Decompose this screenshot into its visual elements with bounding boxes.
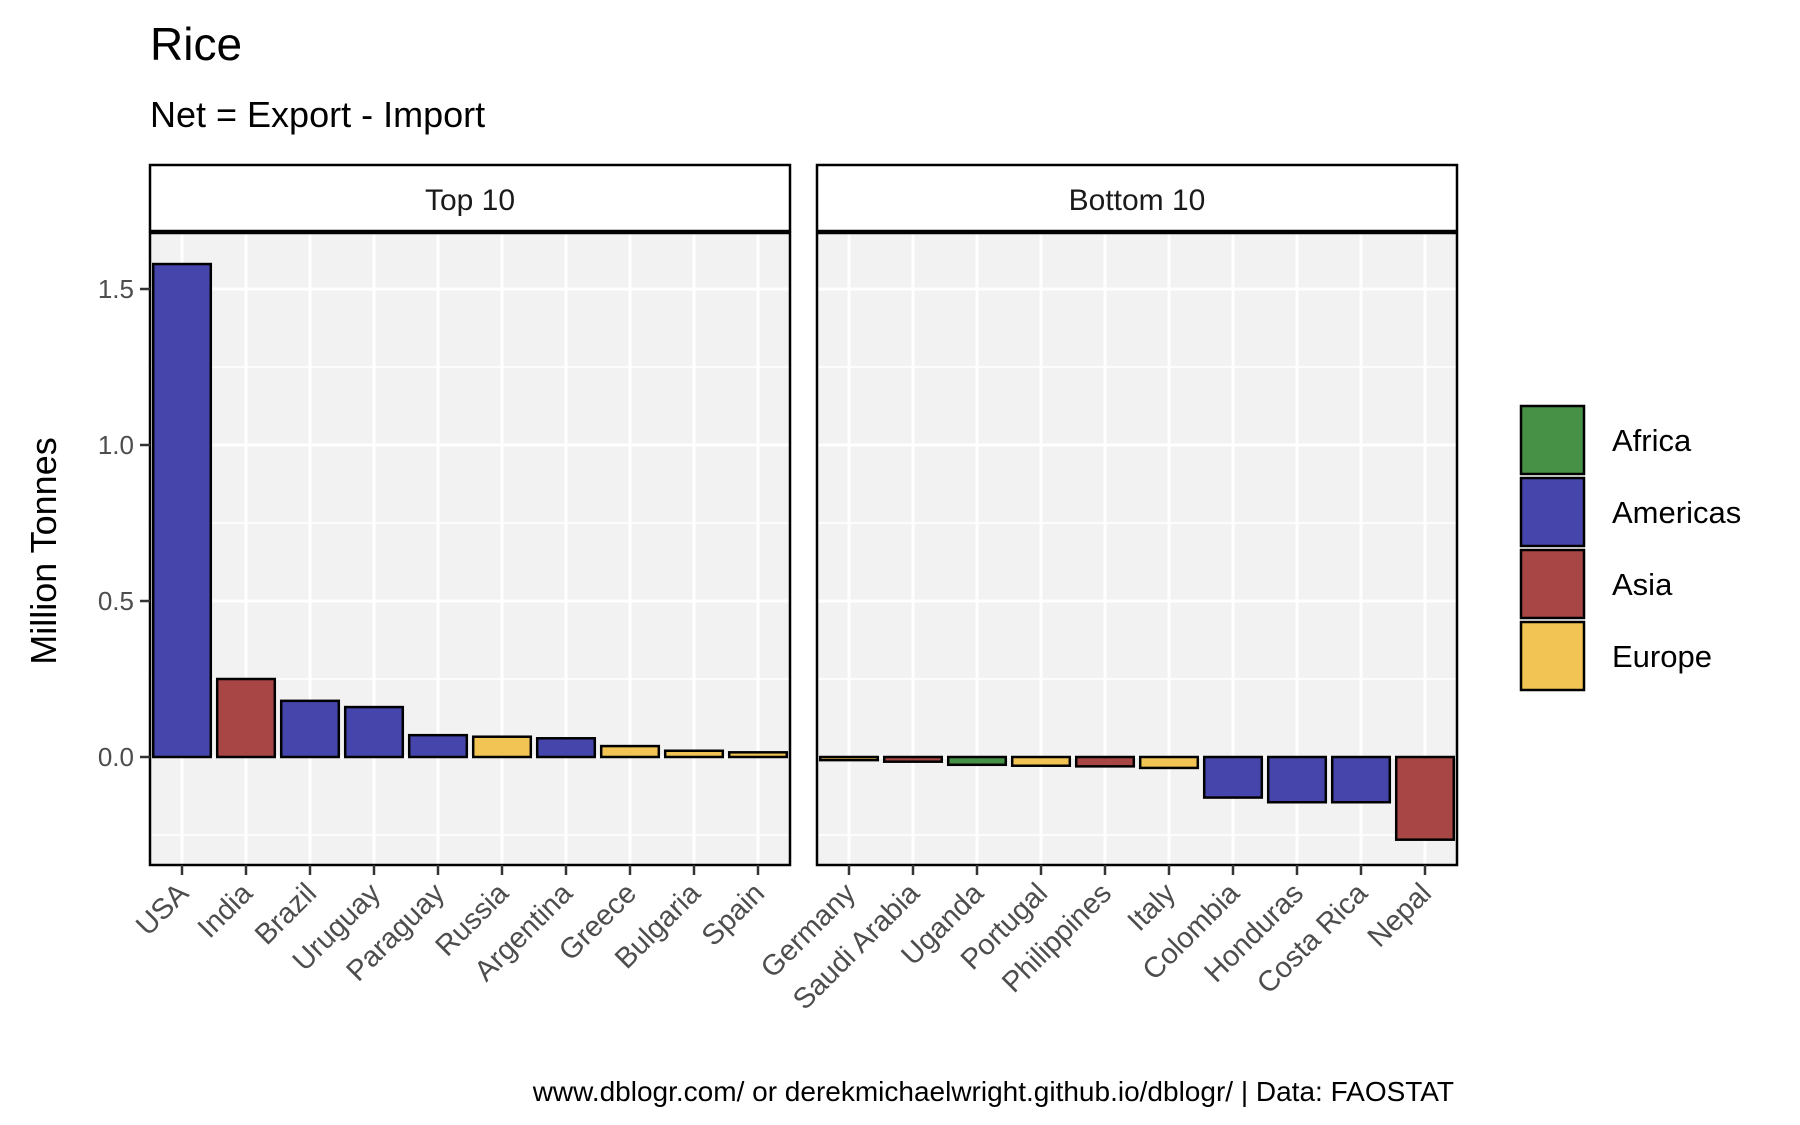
bar-colombia [1202, 755, 1264, 799]
legend-swatch-africa [1519, 404, 1586, 476]
panel-border [148, 231, 792, 867]
legend-item-africa: Africa [1519, 404, 1692, 476]
legend-item-americas: Americas [1519, 476, 1741, 548]
legend-swatch-americas [1519, 476, 1586, 548]
plot-area: Top 10USAIndiaBrazilUruguayParaguayRussi… [98, 163, 1459, 1016]
y-tick-label: 1.5 [98, 274, 134, 304]
strip-label: Bottom 10 [1069, 184, 1206, 217]
chart-caption: www.dblogr.com/ or derekmichaelwright.gi… [532, 1076, 1454, 1107]
bar-portugal [1010, 755, 1072, 767]
bar-argentina [535, 737, 597, 759]
bar-philippines [1074, 755, 1136, 768]
panel-background [150, 233, 790, 865]
y-tick-label: 1.0 [98, 430, 134, 460]
strip-label: Top 10 [425, 184, 515, 217]
panel-border [815, 231, 1459, 867]
bar-bulgaria [663, 749, 725, 759]
x-tick-label-nepal: Nepal [1362, 877, 1438, 953]
bar-germany [818, 755, 880, 762]
legend-label-africa: Africa [1612, 423, 1692, 458]
bar-greece [599, 744, 661, 759]
legend-label-europe: Europe [1612, 639, 1712, 674]
legend-label-americas: Americas [1612, 495, 1741, 530]
x-tick-label-spain: Spain [696, 877, 771, 952]
legend-swatch-asia [1519, 548, 1586, 620]
bar-uruguay [343, 705, 405, 759]
y-axis-label: Million Tonnes [23, 437, 64, 664]
chart-title: Rice [150, 18, 242, 70]
y-tick-label: 0.0 [98, 742, 134, 772]
x-tick-label-india: India [192, 877, 260, 945]
bar-nepal [1394, 755, 1456, 841]
bar-uganda [946, 755, 1008, 767]
bar-brazil [279, 699, 341, 759]
bar-russia [471, 735, 533, 759]
chart-subtitle: Net = Export - Import [150, 94, 485, 135]
legend-label-asia: Asia [1612, 567, 1673, 602]
legend-item-europe: Europe [1519, 620, 1712, 692]
x-tick-label-usa: USA [130, 877, 195, 942]
bar-italy [1138, 755, 1200, 770]
legend: Africa Americas Asia Europe [1519, 404, 1741, 692]
bar-paraguay [407, 733, 469, 759]
bar-usa [151, 262, 213, 759]
facet-panel-top-10: Top 10USAIndiaBrazilUruguayParaguayRussi… [98, 163, 792, 988]
strip-box [148, 163, 792, 233]
strip-box [815, 163, 1459, 233]
bar-spain [727, 751, 789, 759]
legend-swatch-europe [1519, 620, 1586, 692]
bar-saudi-arabia [882, 755, 944, 763]
bar-honduras [1266, 755, 1328, 804]
legend-item-asia: Asia [1519, 548, 1673, 620]
bar-costa-rica [1330, 755, 1392, 804]
bar-india [215, 677, 277, 759]
y-tick-label: 0.5 [98, 586, 134, 616]
